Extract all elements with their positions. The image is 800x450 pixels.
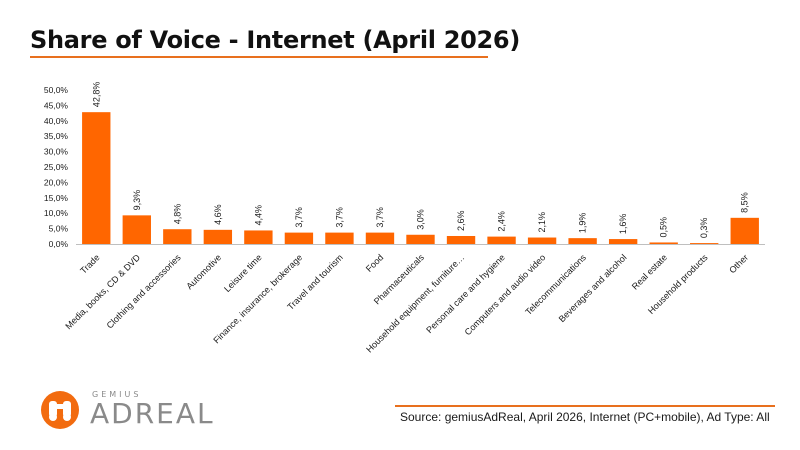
bar (163, 229, 192, 244)
bar (690, 243, 719, 244)
bar (122, 215, 151, 244)
data-label: 0,3% (699, 218, 709, 239)
bar (446, 235, 476, 244)
bar (244, 230, 273, 244)
data-label: 2,4% (497, 211, 507, 232)
data-label: 9,3% (132, 190, 142, 211)
data-label: 3,7% (334, 207, 344, 228)
data-label: 3,7% (294, 207, 304, 228)
y-tick-label: 45,0% (44, 100, 69, 110)
bar (406, 234, 435, 244)
y-tick-label: 25,0% (44, 162, 69, 172)
logo-brand-small: GEMIUS (92, 390, 142, 399)
x-tick-label: Media, books, CD & DVD (63, 252, 142, 331)
source-divider (395, 405, 775, 407)
data-label: 1,9% (578, 213, 588, 234)
data-label: 3,7% (375, 207, 385, 228)
bar (649, 242, 678, 244)
bar (325, 232, 354, 244)
y-tick-label: 20,0% (44, 177, 69, 187)
x-tick-label: Leisure time (222, 252, 264, 294)
bar (82, 112, 111, 245)
data-label: 0,5% (659, 217, 669, 238)
bar (487, 236, 516, 244)
bar (568, 238, 597, 244)
y-tick-label: 10,0% (44, 208, 69, 218)
data-label: 4,8% (172, 204, 182, 225)
x-tick-label: Clothing and accessories (105, 252, 184, 331)
data-label: 2,6% (456, 210, 466, 231)
bar (284, 232, 314, 244)
source-note: Source: gemiusAdReal, April 2026, Intern… (400, 410, 770, 424)
y-tick-label: 40,0% (44, 116, 69, 126)
data-label: 2,1% (537, 212, 547, 233)
data-label: 4,4% (253, 205, 263, 226)
x-tick-label: Other (727, 252, 750, 275)
title-underline (30, 56, 488, 58)
gemius-adreal-logo: GEMIUS ADREAL (40, 388, 213, 432)
data-label: 42,8% (91, 82, 101, 108)
logo-brand-big: ADREAL (90, 397, 215, 430)
x-tick-label: Beverages and alcohol (557, 252, 629, 324)
bar (365, 232, 395, 244)
binoculars-icon (41, 391, 79, 429)
x-tick-label: Computers and audio video (463, 252, 548, 337)
y-tick-label: 0,0% (49, 239, 69, 249)
y-tick-label: 35,0% (44, 131, 69, 141)
y-tick-label: 30,0% (44, 147, 69, 157)
y-tick-label: 5,0% (49, 224, 69, 234)
bar (203, 229, 233, 244)
bar (730, 217, 759, 244)
x-tick-label: Automotive (184, 252, 223, 291)
y-tick-label: 15,0% (44, 193, 69, 203)
data-label: 8,5% (740, 192, 750, 213)
x-tick-label: Real estate (630, 252, 669, 291)
x-tick-label: Food (364, 252, 386, 274)
y-tick-label: 50,0% (44, 85, 69, 95)
data-label: 3,0% (416, 209, 426, 230)
bar (527, 237, 557, 244)
x-tick-label: Personal care and hygiene (424, 252, 507, 335)
x-tick-label: Trade (78, 252, 101, 275)
page-title: Share of Voice - Internet (April 2026) (30, 26, 520, 54)
data-label: 4,6% (213, 204, 223, 225)
bar (608, 239, 638, 244)
data-label: 1,6% (618, 214, 628, 235)
